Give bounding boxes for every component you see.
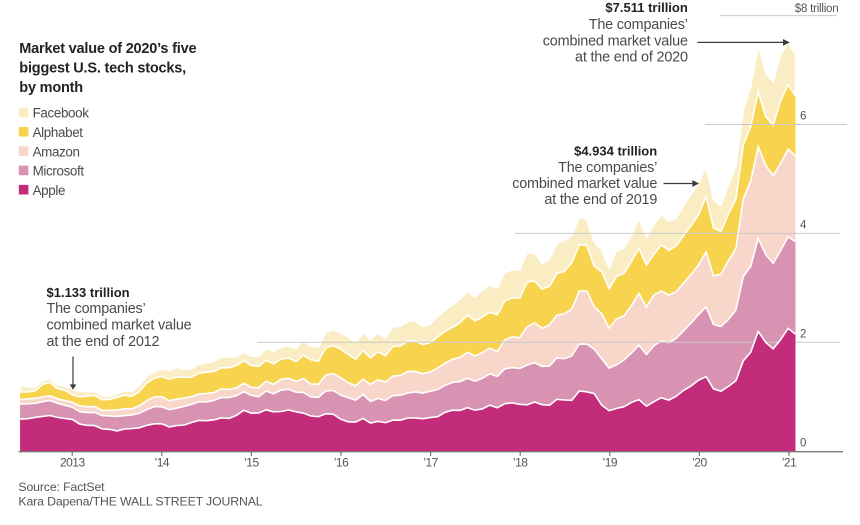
svg-text:Apple: Apple <box>33 183 66 198</box>
svg-text:Microsoft: Microsoft <box>33 164 85 179</box>
svg-text:biggest U.S. tech stocks,: biggest U.S. tech stocks, <box>19 60 186 76</box>
svg-text:The companies’: The companies’ <box>558 160 657 176</box>
svg-text:at the end of 2019: at the end of 2019 <box>544 192 657 208</box>
svg-text:$8 trillion: $8 trillion <box>795 3 839 15</box>
svg-text:Kara Dapena/THE WALL STREET JO: Kara Dapena/THE WALL STREET JOURNAL <box>18 495 262 509</box>
svg-text:Market value of 2020’s five: Market value of 2020’s five <box>19 41 196 57</box>
svg-text:combined market value: combined market value <box>512 176 657 192</box>
svg-text:Source: FactSet: Source: FactSet <box>18 480 105 494</box>
svg-text:2: 2 <box>800 329 806 341</box>
svg-text:combined market value: combined market value <box>47 318 192 334</box>
svg-text:The companies’: The companies’ <box>589 17 688 33</box>
svg-text:$4.934 trillion: $4.934 trillion <box>574 144 657 159</box>
svg-text:by month: by month <box>19 80 83 96</box>
svg-text:at the end of 2012: at the end of 2012 <box>47 334 160 350</box>
svg-text:4: 4 <box>800 220 807 232</box>
svg-text:’21: ’21 <box>782 455 797 469</box>
svg-text:’19: ’19 <box>603 455 618 469</box>
svg-text:2013: 2013 <box>60 455 86 469</box>
svg-text:Amazon: Amazon <box>33 144 80 159</box>
svg-text:’15: ’15 <box>244 455 259 469</box>
svg-text:’17: ’17 <box>423 455 438 469</box>
svg-text:0: 0 <box>800 438 806 450</box>
svg-text:’18: ’18 <box>513 455 528 469</box>
svg-text:combined market value: combined market value <box>543 34 688 50</box>
svg-text:’16: ’16 <box>334 455 349 469</box>
svg-text:The companies’: The companies’ <box>47 301 146 317</box>
svg-text:’20: ’20 <box>692 455 707 469</box>
svg-text:$1.133 trillion: $1.133 trillion <box>47 285 130 300</box>
svg-text:Facebook: Facebook <box>33 106 90 121</box>
svg-text:’14: ’14 <box>155 455 170 469</box>
svg-text:at the end of 2020: at the end of 2020 <box>575 50 688 66</box>
svg-text:$7.511 trillion: $7.511 trillion <box>605 0 687 15</box>
svg-text:6: 6 <box>800 111 806 123</box>
svg-text:Alphabet: Alphabet <box>33 125 84 140</box>
